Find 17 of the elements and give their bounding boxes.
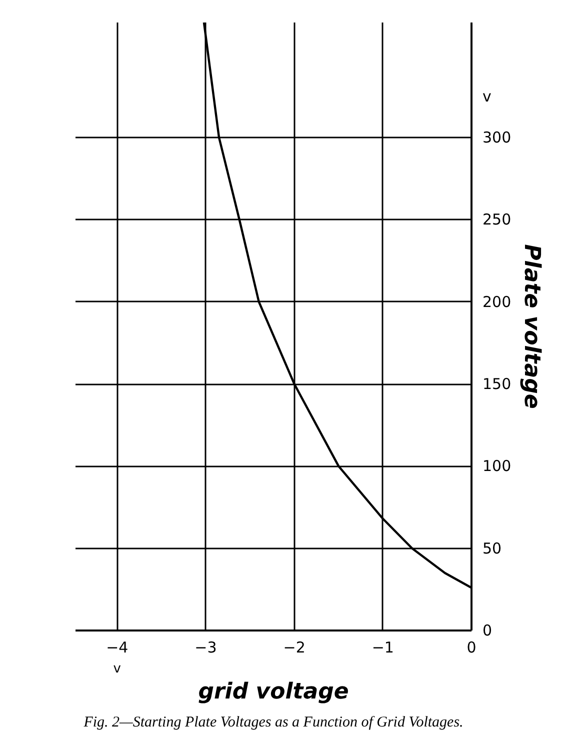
x-tick-label: −2 — [283, 638, 306, 656]
x-tick-label: −1 — [372, 638, 394, 656]
y-tick-label: 250 — [482, 210, 512, 229]
text: v — [482, 87, 492, 106]
x-axis-title: grid voltage — [198, 680, 349, 704]
y-tick-label: 300 — [482, 128, 512, 147]
y-axis-title: Plate voltage — [519, 244, 544, 409]
y-tick-label: 150 — [482, 375, 512, 394]
x-tick-label: 0 — [466, 638, 476, 656]
x-tick-label: −3 — [194, 638, 217, 656]
caption: Fig. 2—Starting Plate Voltages as a Function of Grid Voltages. — [82, 714, 464, 730]
y-tick-label: 0 — [482, 622, 492, 640]
text: v — [113, 662, 122, 676]
x-tick-label: −4 — [106, 638, 128, 656]
y-tick-label: 100 — [482, 457, 512, 476]
y-tick-label: 50 — [482, 539, 502, 558]
y-tick-label: 200 — [482, 292, 512, 311]
